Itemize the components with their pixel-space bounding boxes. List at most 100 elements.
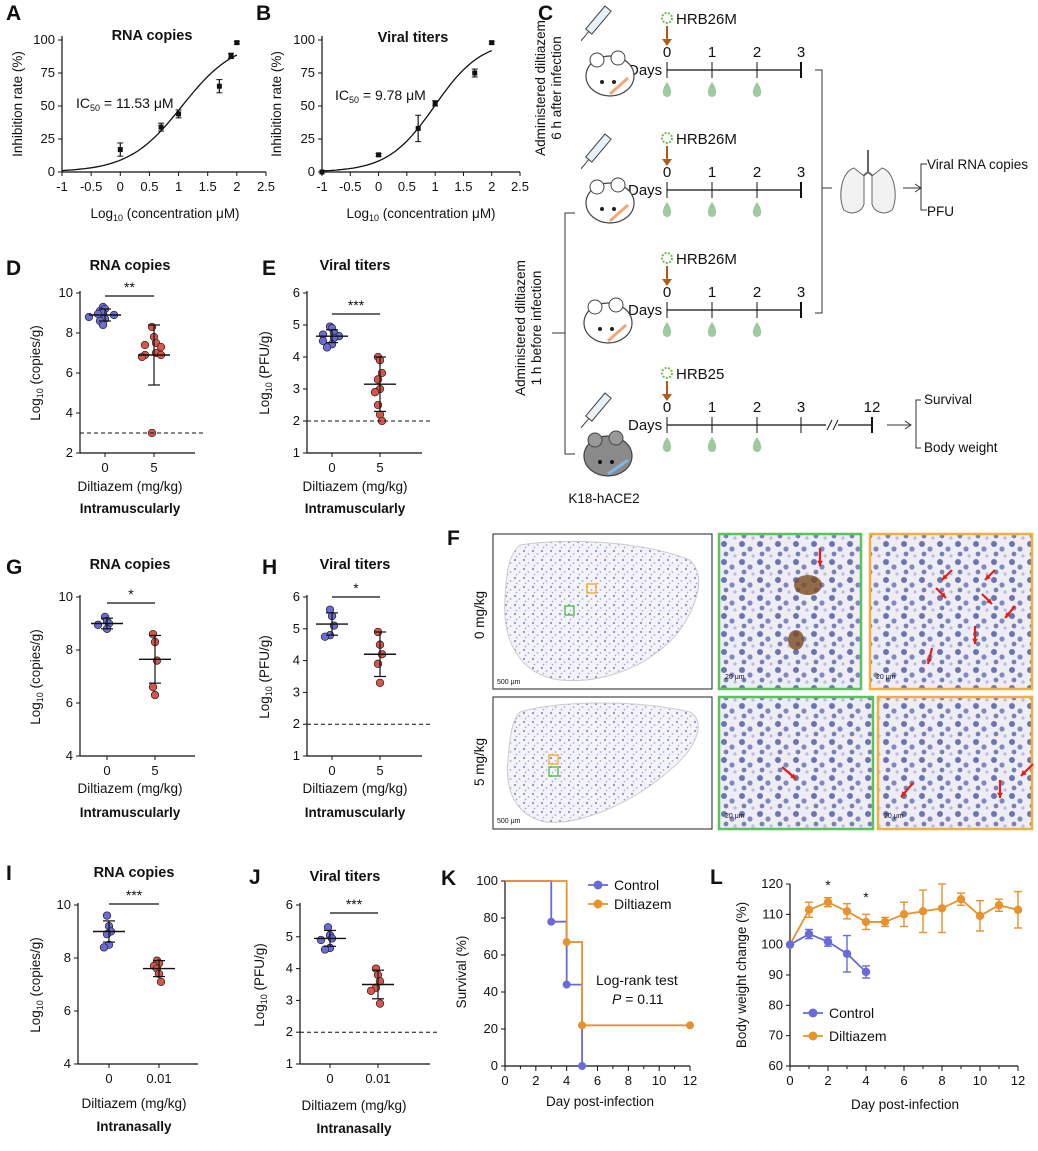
drug-drop-icon: [707, 202, 717, 217]
x-tick-label: 2: [488, 179, 495, 194]
group1-label-b: 6 h after infection: [549, 36, 564, 140]
readout-survival: Survival: [924, 392, 972, 407]
y-tick-label: 6: [66, 365, 73, 380]
data-point: [150, 690, 160, 700]
data-point: [158, 124, 164, 130]
chart-e-title: Viral titers: [320, 258, 391, 274]
chart-k-xlabel: Day post-infection: [546, 1094, 654, 1109]
zoom-box-green: [564, 605, 575, 616]
x-tick-label: 1: [432, 179, 439, 194]
chart-k-control-line: [505, 880, 583, 1066]
panel-label-g: G: [6, 556, 22, 579]
chart-a-xlabel: Log10 (concentration μM): [90, 206, 239, 223]
x-tick-label: 5: [150, 460, 157, 475]
panel-label-a: A: [6, 2, 21, 25]
timeline-row-1: HRB26M 0 1 2 3 Days: [628, 11, 805, 97]
x-tick-label: 2: [532, 1073, 539, 1088]
y-tick-label: 1: [293, 748, 300, 763]
chart-j-plot: 1 2 3 4 5 6 0 0.01 ***: [286, 896, 438, 1086]
legend-control: Control: [829, 1005, 874, 1021]
y-tick-label: 10: [59, 285, 73, 300]
drug-drop-icon: [662, 202, 672, 217]
data-point: [93, 309, 103, 319]
chart-b-ic50: IC50 = 9.78 μM: [335, 87, 426, 105]
x-tick-label: 10: [973, 1073, 987, 1088]
chart-i-ylabel: Log10 (copies/g): [28, 937, 45, 1033]
day-label: 1: [708, 44, 716, 61]
arrowhead-icon: [942, 574, 948, 580]
data-point: [148, 682, 158, 692]
data-point: [156, 977, 166, 986]
data-point: [216, 83, 222, 89]
chart-l-ylabel: Body weight change (%): [734, 902, 749, 1048]
row-label-5: 5 mg/kg: [472, 738, 487, 786]
significance-star: *: [825, 877, 831, 893]
panel-l: L 0 2 4 6 8 10 12 60 70 80 90 100 110 120 Body weight…: [710, 866, 1025, 1112]
data-point: [547, 917, 556, 926]
drug-drop-icon: [662, 322, 672, 337]
chart-h-title: Viral titers: [320, 557, 391, 573]
chart-g-title: RNA copies: [90, 557, 171, 573]
chart-h-xlabel: Diltiazem (mg/kg): [302, 781, 407, 796]
significance-stars: ***: [126, 887, 143, 903]
data-point: [152, 656, 162, 665]
drug-drop-icon: [707, 82, 717, 97]
chart-j-title: Viral titers: [310, 869, 381, 885]
y-tick-label: 1: [286, 1056, 293, 1071]
x-tick-label: -1: [56, 179, 68, 194]
lung-bracket: [815, 69, 832, 314]
x-tick-label: 8: [938, 1073, 945, 1088]
y-tick-label: 110: [762, 906, 783, 921]
chart-l-series: **: [785, 877, 1023, 979]
group2-bracket: [552, 212, 575, 455]
data-point: [899, 910, 909, 919]
data-point: [234, 40, 240, 46]
data-point: [415, 125, 421, 131]
micro-green-0: [717, 532, 863, 691]
arrowhead-icon: [904, 420, 912, 430]
scale-bar-20: 20 μm: [884, 813, 904, 820]
virus-icon: [661, 252, 673, 264]
chart-e-ylabel: Log10 (PFU/g): [257, 331, 274, 415]
y-tick-label: 6: [64, 1003, 71, 1018]
timeline-row-2: HRB26M 0 1 2 3 Days: [628, 131, 805, 217]
x-tick-label: 12: [1011, 1073, 1025, 1088]
chart-e-xlabel: Diltiazem (mg/kg): [302, 479, 407, 494]
chart-d-ylabel: Log10 (copies/g): [28, 325, 45, 421]
panel-label-l: L: [710, 866, 723, 889]
y-tick-label: 6: [293, 589, 300, 604]
y-tick-label: 4: [286, 961, 293, 976]
chart-k-diltiazem-line: [505, 880, 690, 1027]
y-tick-label: 2: [293, 716, 300, 731]
data-point: [148, 629, 158, 639]
data-point: [785, 940, 795, 949]
arrowhead-icon: [972, 638, 978, 644]
strain-label: HRB26M: [676, 251, 737, 268]
day-label: 2: [753, 164, 761, 181]
chart-a-axes: [61, 36, 266, 173]
x-tick-label: 0: [105, 1071, 112, 1086]
arrowhead-icon: [985, 574, 991, 580]
micro-orange-0: [868, 532, 1034, 691]
arrowhead-icon: [817, 560, 823, 566]
readout-bracket-1: [920, 163, 927, 211]
x-tick-label: -1: [316, 179, 328, 194]
data-point: [323, 923, 333, 932]
strain-label: HRB25: [676, 366, 724, 383]
readout-bracket-2: [915, 399, 921, 449]
group2-label-b: 1 h before infection: [529, 271, 544, 386]
panel-label-j: J: [249, 866, 261, 889]
data-point: [804, 905, 814, 914]
panel-label-f: F: [447, 527, 460, 550]
syringe-icon: [580, 392, 612, 429]
day-label: 3: [797, 284, 805, 301]
scale-bar-20: 20 μm: [876, 674, 896, 681]
chart-k-pvalue: P = 0.11: [612, 991, 664, 1007]
y-tick-label: 90: [769, 967, 783, 982]
red-arrows: [781, 548, 1034, 798]
x-tick-label: 0.5: [140, 179, 158, 194]
chart-h-route: Intramuscularly: [305, 805, 406, 820]
data-point: [880, 917, 890, 927]
